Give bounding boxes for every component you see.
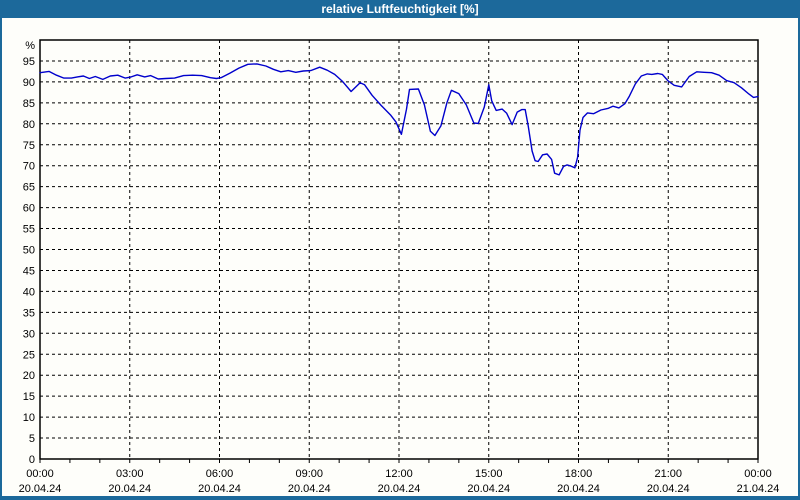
y-tick-label: 75 bbox=[23, 140, 35, 152]
y-tick-label: 65 bbox=[23, 182, 35, 194]
y-tick-label: 95 bbox=[23, 56, 35, 68]
humidity-data-line bbox=[39, 63, 759, 176]
x-tick-date-label: 20.04.24 bbox=[467, 483, 510, 495]
x-tick-time-label: 15:00 bbox=[475, 468, 503, 480]
y-tick-label: 40 bbox=[23, 286, 35, 298]
y-tick-label: 85 bbox=[23, 98, 35, 110]
y-tick-label: 15 bbox=[23, 391, 35, 403]
y-tick-label: 90 bbox=[23, 77, 35, 89]
x-tick-date-label: 20.04.24 bbox=[378, 483, 421, 495]
x-tick-time-label: 12:00 bbox=[385, 468, 413, 480]
y-axis-unit-label: % bbox=[25, 40, 35, 52]
y-tick-label: 20 bbox=[23, 370, 35, 382]
plot-frame bbox=[39, 39, 759, 460]
y-tick-label: 5 bbox=[29, 433, 35, 445]
x-tick-date-label: 20.04.24 bbox=[557, 483, 600, 495]
x-tick-date-label: 20.04.24 bbox=[19, 483, 62, 495]
x-tick-time-label: 03:00 bbox=[116, 468, 144, 480]
x-tick-time-label: 09:00 bbox=[295, 468, 323, 480]
y-tick-label: 60 bbox=[23, 203, 35, 215]
chart-panel: 0 5 10 15 20 25 30 35 40 45 50 55 60 65 70 75 80 85 90 95% 0… bbox=[2, 18, 798, 496]
title-bar[interactable]: relative Luftfeuchtigkeit [%] bbox=[0, 0, 800, 18]
x-tick-date-label: 20.04.24 bbox=[288, 483, 331, 495]
y-tick-label: 70 bbox=[23, 161, 35, 173]
y-tick-label: 35 bbox=[23, 307, 35, 319]
y-tick-label: 55 bbox=[23, 224, 35, 236]
y-tick-label: 25 bbox=[23, 349, 35, 361]
y-tick-label: 10 bbox=[23, 412, 35, 424]
x-tick-date-label: 21.04.24 bbox=[737, 483, 780, 495]
x-tick-time-label: 06:00 bbox=[206, 468, 234, 480]
window-title: relative Luftfeuchtigkeit [%] bbox=[321, 2, 479, 16]
x-tick-date-label: 20.04.24 bbox=[198, 483, 241, 495]
humidity-chart-svg: 0 5 10 15 20 25 30 35 40 45 50 55 60 65 70 75 80 85 90 95% 0… bbox=[19, 39, 780, 495]
x-tick-time-label: 18:00 bbox=[565, 468, 593, 480]
x-tick-time-label: 00:00 bbox=[744, 468, 772, 480]
y-tick-label: 45 bbox=[23, 265, 35, 277]
x-tick-date-label: 20.04.24 bbox=[108, 483, 151, 495]
y-tick-label: 0 bbox=[29, 454, 35, 466]
y-tick-label: 50 bbox=[23, 245, 35, 257]
x-tick-time-label: 00:00 bbox=[26, 468, 54, 480]
y-tick-label: 30 bbox=[23, 328, 35, 340]
y-tick-label: 80 bbox=[23, 119, 35, 131]
x-tick-time-label: 21:00 bbox=[654, 468, 682, 480]
x-tick-date-label: 20.04.24 bbox=[647, 483, 690, 495]
